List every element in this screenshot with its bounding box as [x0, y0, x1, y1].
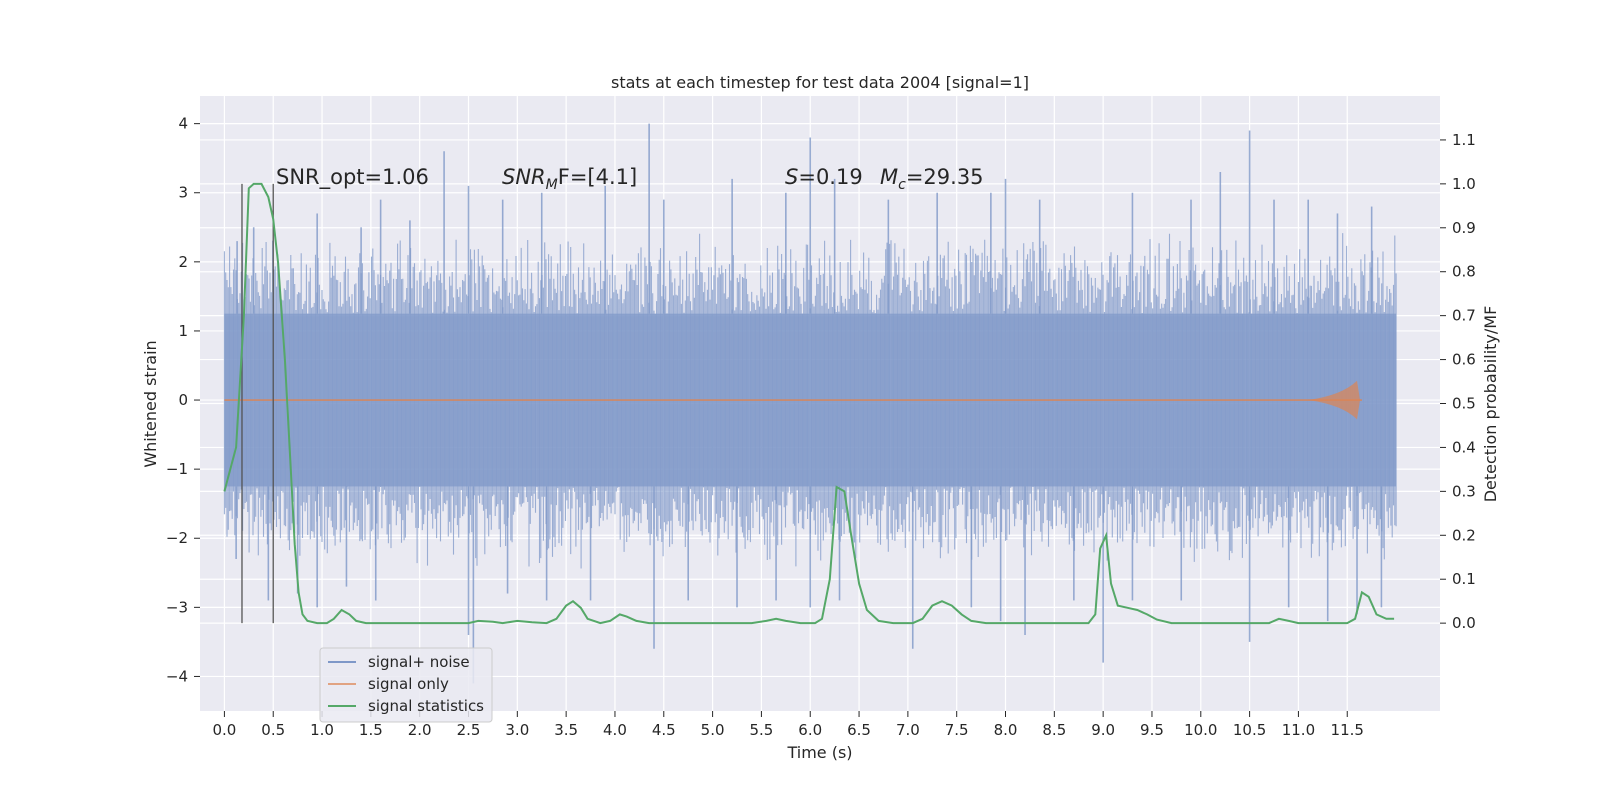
x-tick-label: 11.5: [1331, 721, 1364, 739]
y-tick-label: 4: [178, 115, 188, 133]
annotation-snr-opt: SNR_opt=1.06: [276, 165, 429, 190]
annotation-snr-mf-tail: F=[4.1]: [558, 165, 637, 189]
y2-tick-label: 0.4: [1452, 438, 1476, 456]
y2-tick-label: 0.9: [1452, 219, 1476, 237]
annotation-snr-mf-main: SNR: [502, 165, 546, 189]
y2-tick-label: 0.1: [1452, 570, 1476, 588]
noise-trace: [223, 233, 1397, 569]
chart-title: stats at each timestep for test data 200…: [611, 73, 1029, 92]
x-axis-ticks: 0.0 0.5 1.0 1.5 2.0 2.5 3.0 3.5 4.0 4.5 5.0 5.5 6.0 6…: [212, 711, 1364, 739]
x-tick-label: 8.5: [1042, 721, 1066, 739]
annotation-mc-tail: =29.35: [906, 165, 984, 189]
y-tick-label: −2: [166, 529, 188, 547]
series-signal-statistics: [223, 182, 1395, 625]
annotation-s-tail: =0.19: [798, 165, 862, 189]
signal-chirp: [1308, 380, 1361, 420]
x-tick-label: 4.0: [603, 721, 627, 739]
x-tick-label: 10.0: [1184, 721, 1217, 739]
y2-tick-label: 0.8: [1452, 263, 1476, 281]
legend-label-signal-statistics: signal statistics: [368, 697, 484, 715]
y2-tick-label: 1.0: [1452, 175, 1476, 193]
x-tick-label: 7.0: [896, 721, 920, 739]
x-axis-label: Time (s): [786, 743, 852, 762]
y2-tick-label: 1.1: [1452, 131, 1476, 149]
y2-tick-label: 0.5: [1452, 395, 1476, 413]
x-tick-label: 1.5: [359, 721, 383, 739]
x-tick-label: 4.5: [652, 721, 676, 739]
y-axis-ticks: 4 3 2 1 0 −1 −2 −3 −4: [166, 115, 200, 685]
y2-tick-label: 0.0: [1452, 614, 1476, 632]
y-tick-label: 0: [178, 391, 188, 409]
x-tick-label: 11.0: [1282, 721, 1315, 739]
annotation-mc-main: M: [880, 165, 898, 189]
y-tick-label: 2: [178, 253, 188, 271]
legend-label-signal-only: signal only: [368, 675, 449, 693]
y-tick-label: −3: [166, 598, 188, 616]
y-axis-label: Whitened strain: [141, 340, 160, 467]
annotation-snr-mf: SNRMF=[4.1]: [502, 165, 637, 193]
x-tick-label: 0.5: [261, 721, 285, 739]
y2-axis-label: Detection probability/MF: [1481, 306, 1500, 503]
y-tick-label: −4: [166, 667, 188, 685]
x-tick-label: 3.5: [554, 721, 578, 739]
x-tick-label: 2.0: [408, 721, 432, 739]
y-tick-label: −1: [166, 460, 188, 478]
x-tick-label: 9.0: [1091, 721, 1115, 739]
x-tick-label: 8.0: [994, 721, 1018, 739]
x-tick-label: 6.5: [847, 721, 871, 739]
annotation-s: S=0.19: [785, 165, 863, 189]
y2-tick-label: 0.6: [1452, 351, 1476, 369]
y-tick-label: 3: [178, 184, 188, 202]
x-tick-label: 10.5: [1233, 721, 1266, 739]
x-tick-label: 5.5: [749, 721, 773, 739]
legend: signal+ noise signal only signal statist…: [319, 647, 493, 723]
x-tick-label: 5.0: [701, 721, 725, 739]
statistics-line: [223, 182, 1395, 625]
x-tick-label: 1.0: [310, 721, 334, 739]
y2-axis-ticks: 1.1 1.0 0.9 0.8 0.7 0.6 0.5 0.4 0.3 0.2 0.1 0.0: [1440, 131, 1476, 632]
annotation-mc: Mc=29.35: [880, 165, 984, 193]
y2-tick-label: 0.2: [1452, 526, 1476, 544]
annotation-mc-sub: c: [898, 177, 906, 193]
legend-box: [319, 647, 493, 723]
y-tick-label: 1: [178, 322, 188, 340]
x-tick-label: 9.5: [1140, 721, 1164, 739]
annotation-snr-mf-sub: M: [546, 177, 558, 193]
y2-tick-label: 0.7: [1452, 307, 1476, 325]
series-signal-only: [224, 380, 1362, 420]
legend-label-signal-plus-noise: signal+ noise: [368, 653, 470, 671]
y2-tick-label: 0.3: [1452, 482, 1476, 500]
x-tick-label: 2.5: [457, 721, 481, 739]
x-tick-label: 6.0: [798, 721, 822, 739]
x-tick-label: 3.0: [505, 721, 529, 739]
x-tick-label: 0.0: [212, 721, 236, 739]
marker-lines: [241, 183, 274, 624]
annotation-s-main: S: [785, 165, 798, 189]
x-tick-label: 7.5: [945, 721, 969, 739]
